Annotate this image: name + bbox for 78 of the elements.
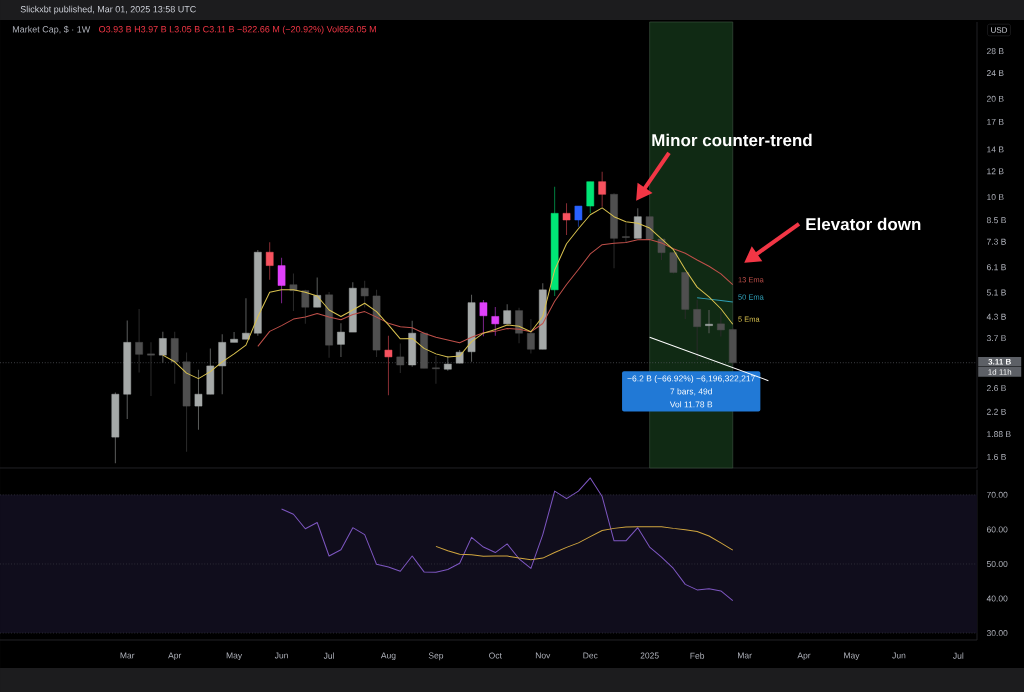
candlestick — [135, 308, 143, 374]
x-tick-label: Jul — [953, 652, 964, 659]
annotation: Minor counter-trend — [652, 133, 812, 147]
candlestick — [242, 297, 250, 340]
x-tick-label: Feb — [690, 652, 705, 659]
candlestick — [633, 207, 642, 239]
candlestick — [479, 299, 488, 337]
candlestick — [503, 303, 511, 325]
x-tick-label: Oct — [489, 652, 502, 659]
x-tick-label: Dec — [583, 652, 598, 659]
x-tick-label: Apr — [797, 652, 811, 661]
y-axis-title: USD — [991, 27, 1008, 33]
y-tick-label: 50.00 — [986, 560, 1008, 567]
y-tick-label: 2.2 B — [986, 408, 1006, 415]
y-tick-label: 6.1 B — [986, 264, 1006, 271]
candlestick — [622, 222, 630, 243]
text: 1d 11h — [988, 368, 1012, 375]
candlestick — [396, 343, 405, 374]
candlestick — [277, 257, 286, 304]
x-tick-label: Aug — [380, 652, 396, 661]
candlestick — [574, 205, 583, 228]
candlestick — [360, 280, 369, 309]
candlestick — [598, 171, 606, 208]
text: Slickxbt published, Mar 01, 2025 13:58 UTC — [20, 5, 196, 15]
candlestick — [170, 331, 179, 385]
y-tick-label: 17 B — [987, 118, 1004, 125]
candlestick — [491, 306, 500, 337]
annotation: −6.2 B (−66.92%) −6,196,322,217 — [627, 375, 755, 384]
x-tick-label: Apr — [168, 652, 182, 661]
y-tick-label: 4.3 B — [986, 313, 1006, 320]
annotation: Vol 11.78 B — [669, 401, 713, 408]
candlestick — [337, 322, 345, 358]
candlestick — [562, 202, 571, 236]
chart-title: Market Cap, $ · 1W — [12, 25, 91, 35]
candlestick — [230, 331, 238, 343]
x-tick-label: May — [844, 652, 860, 661]
candlestick — [265, 241, 274, 281]
y-tick-label: 30.00 — [986, 630, 1008, 637]
candlestick — [289, 272, 298, 312]
candlestick — [384, 335, 393, 396]
y-tick-label: 7.3 B — [986, 238, 1006, 245]
candlestick — [527, 318, 535, 354]
y-tick-label: 60.00 — [986, 526, 1008, 533]
chart-subtitle: O3.93 B H3.97 B L3.05 B C3.11 B −822.66 M (−20.92%) Vol656.05 M — [99, 25, 376, 35]
y-tick-label: 12 B — [987, 168, 1004, 175]
x-tick-label: 2025 — [640, 652, 659, 659]
candlestick — [432, 355, 440, 385]
candlestick — [159, 331, 167, 364]
annotation: 7 bars, 49d — [670, 388, 712, 396]
candlestick — [147, 341, 155, 397]
x-tick-label: Sep — [428, 652, 444, 661]
annotation: Elevator down — [806, 217, 921, 231]
x-tick-label: Mar — [738, 652, 752, 659]
y-tick-label: 8.5 B — [986, 217, 1006, 224]
x-tick-label: Mar — [120, 652, 135, 659]
candlestick — [693, 299, 701, 361]
y-tick-label: 24 B — [986, 70, 1004, 76]
candlestick — [194, 369, 203, 431]
ref-line-label: 3.11 B — [988, 358, 1011, 365]
y-tick-label: 5.1 B — [986, 289, 1006, 296]
y-tick-label: 28 B — [986, 48, 1004, 55]
x-tick-label: Jul — [323, 652, 334, 659]
y-tick-label: 3.7 B — [986, 335, 1006, 342]
x-tick-label: May — [226, 652, 243, 661]
y-tick-label: 70.00 — [986, 491, 1008, 498]
y-tick-label: 40.00 — [986, 595, 1008, 602]
y-tick-label: 20 B — [986, 95, 1004, 102]
y-tick-label: 10 B — [987, 194, 1004, 201]
line-series — [281, 477, 734, 602]
candlestick — [717, 311, 725, 338]
x-tick-label: Nov — [535, 652, 551, 659]
x-tick-label: Jun — [892, 652, 906, 659]
y-tick-label: 14 B — [987, 146, 1004, 153]
y-tick-label: 2.6 B — [986, 385, 1006, 392]
candlestick — [705, 309, 713, 334]
x-tick-label: Jun — [274, 652, 288, 659]
y-tick-label: 1.6 B — [987, 453, 1006, 460]
y-tick-label: 1.88 B — [987, 431, 1011, 438]
